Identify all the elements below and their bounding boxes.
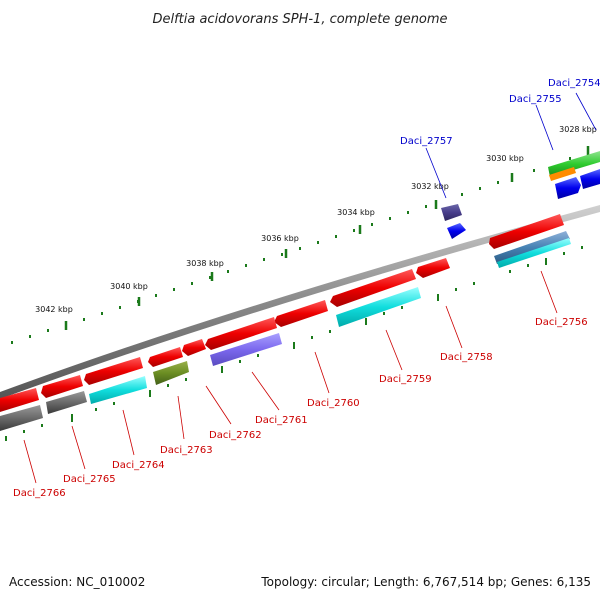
gene-label-forward: Daci_2755 [509, 94, 562, 105]
genome-backbone [0, 205, 600, 399]
forward-gene-labels: Daci_2754 Daci_2755 Daci_2757 [400, 78, 600, 147]
accession-text: Accession: NC_010002 [9, 575, 145, 589]
gene-label-reverse: Daci_2763 [160, 445, 213, 456]
tick-label: 3028 kbp [559, 125, 597, 134]
gene-arrow[interactable] [274, 300, 328, 327]
gene-label-forward: Daci_2757 [400, 136, 453, 147]
gene-arrow[interactable] [441, 204, 462, 221]
genome-summary-text: Topology: circular; Length: 6,767,514 bp… [260, 575, 591, 589]
gene-label-reverse: Daci_2766 [13, 488, 66, 499]
reverse-leaders [23, 270, 558, 484]
gene-label-reverse: Daci_2765 [63, 474, 116, 485]
gene-label-forward: Daci_2754 [548, 78, 600, 89]
gene-arrow[interactable] [0, 405, 43, 431]
gene-label-reverse: Daci_2762 [209, 430, 262, 441]
gene-arrow[interactable] [497, 238, 571, 268]
gene-arrow[interactable] [84, 357, 143, 385]
tick-label: 3034 kbp [337, 208, 375, 217]
tick-label: 3038 kbp [186, 259, 224, 268]
reverse-gene-labels: Daci_2756 Daci_2758 Daci_2759 Daci_2760 … [13, 317, 588, 499]
gene-arrow[interactable] [41, 375, 83, 398]
map-title: Delftia acidovorans SPH-1, complete geno… [152, 12, 447, 27]
gene-arrow[interactable] [580, 169, 600, 189]
reverse-genes [0, 214, 571, 431]
gene-arrow[interactable] [148, 347, 183, 367]
gene-arrow[interactable] [0, 388, 39, 412]
forward-genes [441, 151, 600, 239]
inner-scale-ring [5, 246, 583, 441]
gene-arrow[interactable] [182, 339, 206, 356]
gene-arrow[interactable] [494, 231, 570, 264]
tick-label: 3030 kbp [486, 154, 524, 163]
gene-label-reverse: Daci_2760 [307, 398, 360, 409]
gene-arrow[interactable] [416, 258, 450, 278]
gene-label-reverse: Daci_2764 [112, 460, 165, 471]
gene-arrow[interactable] [336, 287, 421, 327]
tick-label: 3042 kbp [35, 305, 73, 314]
gene-arrow[interactable] [447, 223, 466, 239]
gene-arrow[interactable] [489, 214, 564, 249]
gene-arrow[interactable] [555, 177, 581, 199]
gene-arrow[interactable] [205, 317, 277, 350]
gene-arrow[interactable] [548, 151, 600, 177]
gene-label-reverse: Daci_2756 [535, 317, 588, 328]
gene-arrow[interactable] [549, 167, 576, 181]
gene-arrow[interactable] [210, 333, 282, 366]
gene-label-reverse: Daci_2759 [379, 374, 432, 385]
gene-arrow[interactable] [46, 391, 87, 414]
tick-label: 3032 kbp [411, 182, 449, 191]
outer-scale-ring [11, 151, 589, 344]
outer-major-ticks [64, 146, 590, 330]
gene-label-reverse: Daci_2758 [440, 352, 493, 363]
tick-label: 3036 kbp [261, 234, 299, 243]
scale-labels: 3028 kbp 3030 kbp 3032 kbp 3034 kbp 3036… [35, 125, 597, 314]
gene-label-reverse: Daci_2761 [255, 415, 308, 426]
gene-arrow[interactable] [153, 361, 189, 385]
forward-leaders [425, 92, 597, 199]
gene-arrow[interactable] [330, 269, 416, 307]
gene-arrow[interactable] [89, 376, 147, 404]
tick-label: 3040 kbp [110, 282, 148, 291]
